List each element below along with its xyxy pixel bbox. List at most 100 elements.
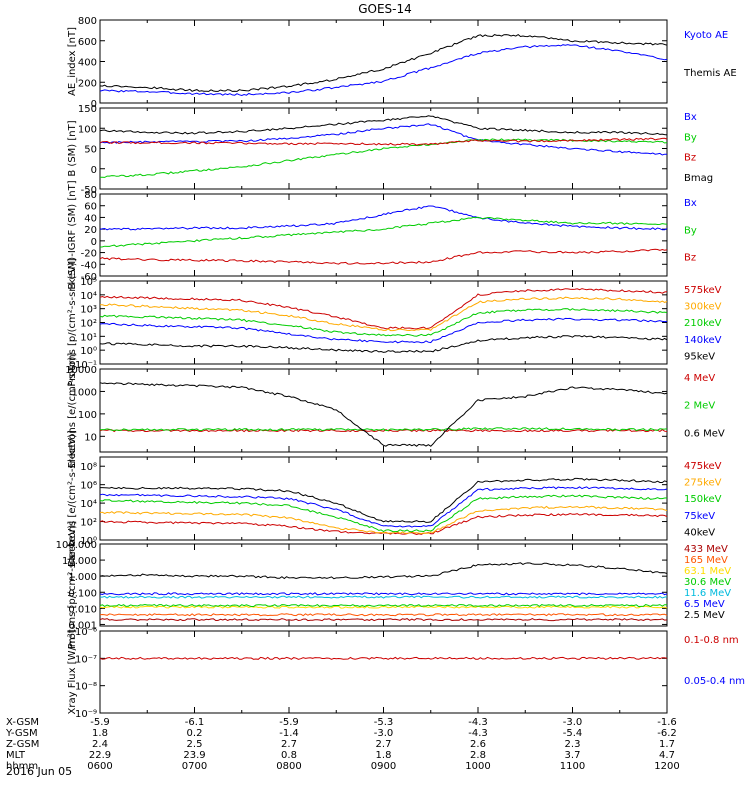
legend-0-1-0-8-nm: 0.1-0.8 nm [684,635,739,646]
panel-2-ytick-label: 50 [84,145,97,156]
series-by-line [99,216,668,248]
legend-bmag: Bmag [684,173,713,184]
panel-4-ytick-label: 10⁻¹ [75,360,97,371]
orbit-label-z-gsm: Z-GSM [6,739,39,750]
orbit-value: -5.3 [374,717,394,728]
legend-0-6-mev: 0.6 MeV [684,428,725,439]
orbit-label-y-gsm: Y-GSM [5,728,38,739]
series-150kev-line [99,494,668,533]
series-63-1-mev-line [99,605,668,609]
panel-4-ytick-label: 10⁵ [80,277,97,288]
orbit-value: 1.8 [376,750,392,761]
legend-433-mev: 433 MeV [684,544,728,555]
panel-1-ytick-label: 600 [78,37,97,48]
orbit-value: -1.4 [279,728,299,739]
orbit-value: 3.7 [565,750,581,761]
panel-8-ytick-label: 10⁻⁷ [75,654,97,665]
orbit-label-hhmm: hhmm [6,761,38,772]
series-30-6-mev-line [99,603,668,608]
orbit-value: 2.5 [187,739,203,750]
series-210kev-line [99,308,668,337]
panel-4-ytick-label: 10² [80,319,97,330]
series-themis-ae-line [99,33,668,92]
legend-275kev: 275keV [684,478,722,489]
orbit-value: 0700 [182,761,207,772]
orbit-value: -5.9 [279,717,299,728]
orbit-table: X-GSM -5.9 -6.1 -5.9 -5.3 -4.3 -3.0 -1.6 Y-GSM 1.… [5,717,680,772]
orbit-value: 2.7 [376,739,392,750]
panel-2-ytick-label: 100 [78,124,97,135]
panel-3-ytick-label: -40 [81,260,97,271]
panel-4-ytick-label: 10³ [80,305,97,316]
figure-date: 2016 Jun 05 [6,765,72,778]
orbit-value: 2.7 [281,739,297,750]
panel-7-ytick-label: 1.000 [68,572,97,583]
panel-3-ylabel: B (SM)-IGRF (SM) [nT] [67,180,78,289]
orbit-value: 0800 [276,761,301,772]
series-140kev-line [99,317,668,344]
panel-5-ytick-label: 10 [84,432,97,443]
orbit-value: -6.1 [185,717,205,728]
orbit-value: -4.3 [468,728,488,739]
panel-1-ytick-label: 400 [78,58,97,69]
series-165-mev-line [99,613,668,617]
panel-3-ytick-label: -60 [81,272,97,283]
orbit-label-mlt: MLT [6,750,26,761]
panel-3-ytick-label: -20 [81,249,97,260]
orbit-value: 22.9 [89,750,111,761]
panel-2-ylabel: B (SM) [nT] [67,120,78,176]
orbit-value: 2.4 [92,739,108,750]
series-by-line [99,138,668,178]
series-2-mev-line [99,427,668,432]
series-bx-line [99,205,668,231]
legend-63-1-mev: 63.1 MeV [684,566,731,577]
orbit-value: -5.9 [90,717,110,728]
orbit-value: -3.0 [563,717,583,728]
panel-8-ytick-label: 10⁻⁸ [75,682,97,693]
orbit-value: 1000 [465,761,490,772]
orbit-value: 0900 [371,761,396,772]
orbit-value: -5.4 [563,728,583,739]
panel-6-ytick-label: 10² [80,518,97,529]
series-95kev-line [99,335,668,353]
orbit-value: 0600 [87,761,112,772]
legend-themis-ae: Themis AE [683,68,737,79]
panel-7-ytick-label: 0.010 [68,604,97,615]
series-2-5-mev-line [99,562,668,580]
panel-4-frame [99,280,668,365]
series-300kev-line [100,296,668,332]
series-0-1-0-8-nm-line [99,656,668,660]
panel-7: 0.001 0.010 0.100 1.000 10.000 100.000Protons… [56,521,732,649]
legend-bz: Bz [684,253,696,264]
legend-140kev: 140keV [684,335,722,346]
panel-4-ytick-label: 10¹ [80,332,97,343]
orbit-value: 2.8 [470,750,486,761]
panel-1-ytick-label: 800 [78,16,97,27]
panel-4-ytick-label: 10⁰ [80,346,97,357]
panel-6-ytick-label: 10⁰ [80,536,97,547]
orbit-value: 1200 [654,761,679,772]
orbit-value: 2.6 [470,739,486,750]
series-75kev-line [99,486,668,528]
legend-0-05-0-4-nm: 0.05-0.4 nm [684,676,745,687]
panel-6-ytick-label: 10⁸ [80,462,97,473]
legend-210kev: 210keV [684,318,722,329]
panel-1-ylabel: AE_index [nT] [67,27,78,96]
legend-2-mev: 2 MeV [684,401,715,412]
panel-2-ytick-label: 0 [91,165,97,176]
panel-7-ytick-label: 0.001 [68,620,97,631]
series-bz-line [99,248,668,265]
series-bmag-line [99,115,668,136]
figure-title: GOES-14 [358,2,412,16]
panel-5-ytick-label: 1000 [72,387,97,398]
legend-2-5-mev: 2.5 MeV [684,610,725,621]
legend-150kev: 150keV [684,494,722,505]
legend-kyoto-ae: Kyoto AE [684,30,728,41]
panel-3-ytick-label: 0 [91,237,97,248]
panel-8-ytick-label: 10⁻⁶ [75,627,97,638]
